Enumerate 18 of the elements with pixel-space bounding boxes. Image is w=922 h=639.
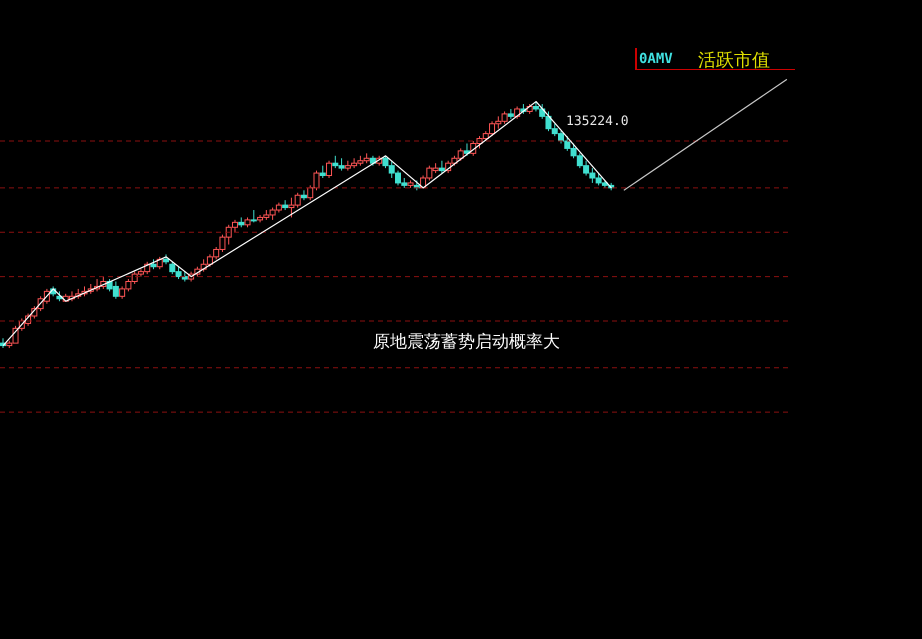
candlestick — [150, 258, 156, 270]
text: 活跃市值 — [698, 49, 770, 72]
text: 0AMV — [639, 51, 673, 67]
candlestick — [163, 254, 170, 265]
annotation: 原地震荡蓄势启动概率大 — [373, 331, 560, 353]
candlestick — [326, 160, 332, 178]
candlestick — [438, 160, 445, 174]
candlestick — [56, 290, 62, 302]
annotation: 135224.0 — [566, 114, 629, 129]
candlestick — [282, 200, 288, 211]
candlestick — [300, 190, 307, 201]
candlestick — [514, 106, 520, 120]
candlestick — [250, 210, 257, 223]
candlestick — [320, 165, 326, 178]
candlestick — [182, 271, 188, 282]
candlestick — [238, 216, 244, 228]
candlestick — [508, 108, 514, 120]
candlestick — [244, 216, 251, 228]
